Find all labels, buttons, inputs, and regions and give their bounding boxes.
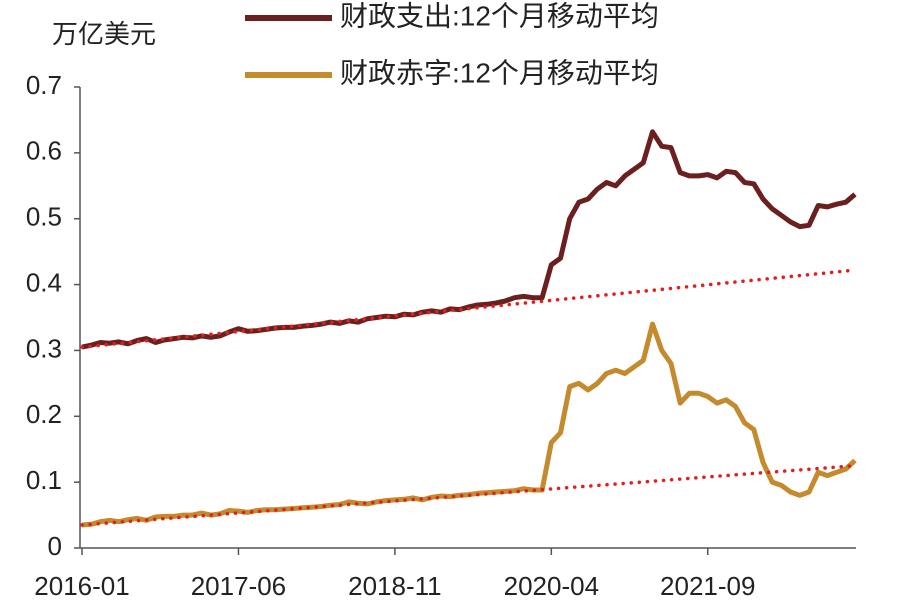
- x-tick-label: 2018-11: [348, 571, 442, 601]
- y-tick-label: 0.5: [26, 202, 62, 232]
- y-tick-label: 0.4: [26, 267, 62, 297]
- trend-line: [80, 463, 857, 527]
- legend-label: 财政支出:12个月移动平均: [340, 0, 659, 31]
- x-tick-label: 2020-04: [504, 571, 599, 601]
- y-axis-label: 万亿美元: [52, 19, 156, 49]
- x-tick-label: 2021-09: [660, 571, 755, 601]
- x-tick-label: 2017-06: [191, 571, 286, 601]
- legend-label: 财政赤字:12个月移动平均: [340, 57, 659, 88]
- series-line: [81, 129, 857, 350]
- trend-line: [80, 268, 857, 349]
- x-tick-label: 2016-01: [34, 571, 129, 601]
- y-tick-label: 0.1: [26, 465, 62, 495]
- y-tick-label: 0: [48, 531, 62, 561]
- y-tick-label: 0.3: [26, 333, 62, 363]
- y-tick-label: 0.7: [26, 70, 62, 100]
- y-tick-label: 0.2: [26, 399, 62, 429]
- y-tick-label: 0.6: [26, 136, 62, 166]
